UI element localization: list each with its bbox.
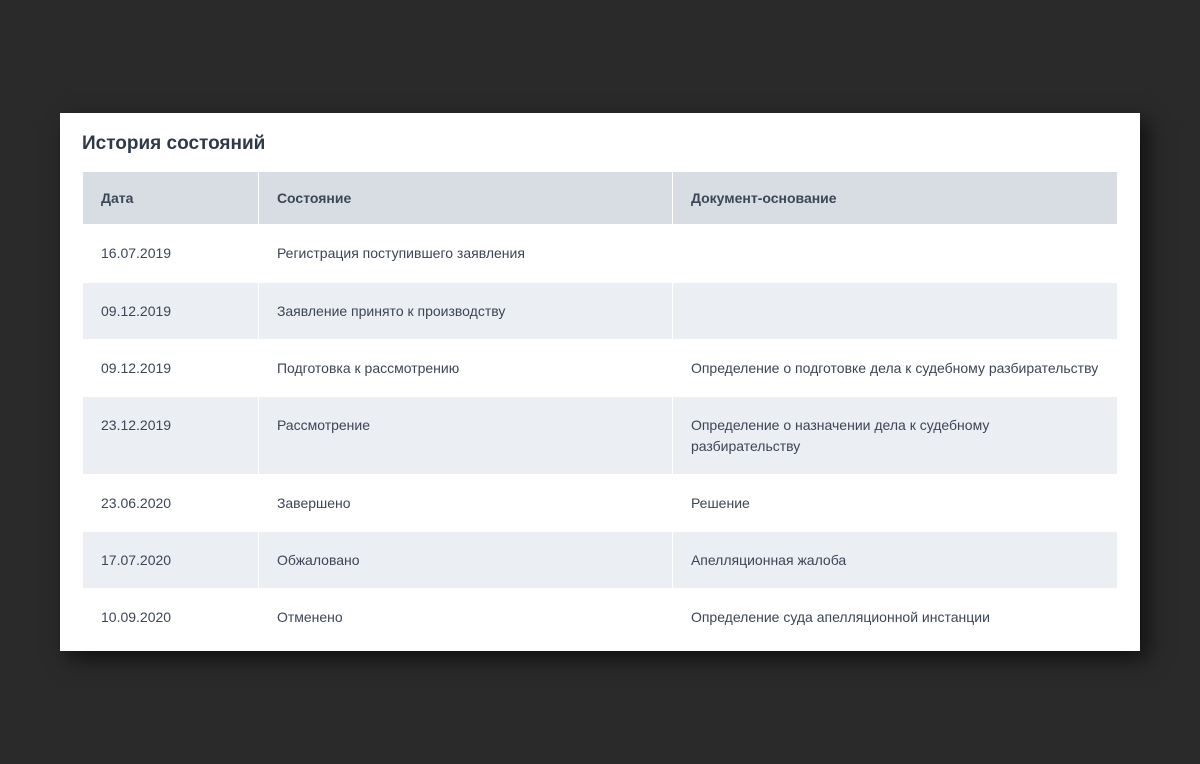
cell-date: 10.09.2020 bbox=[83, 589, 259, 646]
cell-status: Отменено bbox=[258, 589, 672, 646]
cell-date: 23.12.2019 bbox=[83, 397, 259, 475]
cell-document bbox=[672, 225, 1117, 282]
table-row: 10.09.2020 Отменено Определение суда апе… bbox=[83, 589, 1118, 646]
cell-status: Завершено bbox=[258, 474, 672, 531]
table-row: 23.12.2019 Рассмотрение Определение о на… bbox=[83, 397, 1118, 475]
cell-date: 23.06.2020 bbox=[83, 474, 259, 531]
cell-date: 09.12.2019 bbox=[83, 282, 259, 339]
table-row: 23.06.2020 Завершено Решение bbox=[83, 474, 1118, 531]
column-header-date: Дата bbox=[83, 172, 259, 225]
cell-document: Определение о подготовке дела к судебном… bbox=[672, 339, 1117, 396]
cell-document: Определение суда апелляционной инстанции bbox=[672, 589, 1117, 646]
table-header-row: Дата Состояние Документ-основание bbox=[83, 172, 1118, 225]
cell-status: Обжаловано bbox=[258, 532, 672, 589]
cell-date: 17.07.2020 bbox=[83, 532, 259, 589]
cell-status: Рассмотрение bbox=[258, 397, 672, 475]
table-row: 17.07.2020 Обжаловано Апелляционная жало… bbox=[83, 532, 1118, 589]
column-header-status: Состояние bbox=[258, 172, 672, 225]
cell-status: Заявление принято к производству bbox=[258, 282, 672, 339]
status-history-table: Дата Состояние Документ-основание 16.07.… bbox=[82, 171, 1118, 646]
cell-date: 09.12.2019 bbox=[83, 339, 259, 396]
cell-document: Определение о назначении дела к судебном… bbox=[672, 397, 1117, 475]
cell-document: Апелляционная жалоба bbox=[672, 532, 1117, 589]
cell-document: Решение bbox=[672, 474, 1117, 531]
cell-document bbox=[672, 282, 1117, 339]
status-history-panel: История состояний Дата Состояние Докумен… bbox=[60, 113, 1140, 650]
cell-status: Регистрация поступившего заявления bbox=[258, 225, 672, 282]
panel-title: История состояний bbox=[82, 133, 1118, 155]
column-header-document: Документ-основание bbox=[672, 172, 1117, 225]
table-row: 09.12.2019 Подготовка к рассмотрению Опр… bbox=[83, 339, 1118, 396]
table-row: 09.12.2019 Заявление принято к производс… bbox=[83, 282, 1118, 339]
cell-date: 16.07.2019 bbox=[83, 225, 259, 282]
table-row: 16.07.2019 Регистрация поступившего заяв… bbox=[83, 225, 1118, 282]
cell-status: Подготовка к рассмотрению bbox=[258, 339, 672, 396]
